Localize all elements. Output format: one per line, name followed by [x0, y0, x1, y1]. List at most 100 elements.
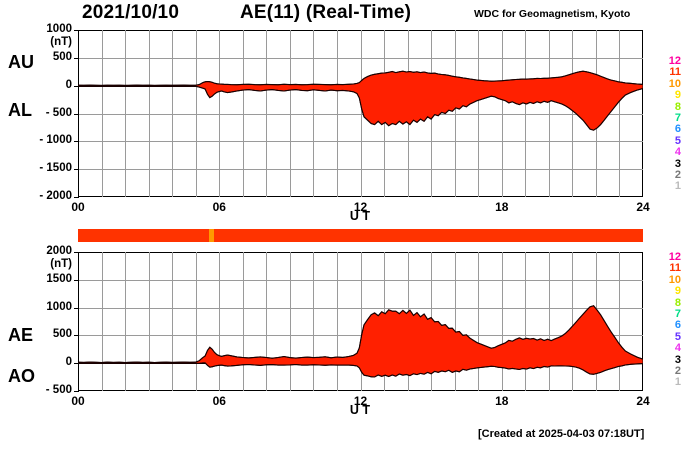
gridline-vertical [478, 30, 479, 197]
gridline-vertical [337, 30, 338, 197]
al-side-label: AL [8, 100, 32, 120]
x-tick-label: 00 [71, 200, 85, 214]
gridline-horizontal [78, 280, 643, 281]
availability-segment-10 [208, 229, 215, 242]
gridline-vertical [313, 30, 314, 197]
x-tick-label: 00 [71, 394, 85, 408]
legend-entry-6: 6 [674, 319, 681, 332]
gridline-vertical [172, 30, 173, 197]
gridline-horizontal [78, 335, 643, 336]
y-tick-label: 1000 [46, 300, 72, 313]
gridline-vertical [243, 252, 244, 391]
y-tick-mark [74, 85, 79, 87]
y-tick-mark [74, 57, 79, 59]
plot-date: 2021/10/10 [82, 2, 180, 23]
y-tick-mark [74, 363, 79, 365]
index-envelope-fill [78, 70, 643, 131]
y-tick-mark [74, 335, 79, 337]
legend-entry-4: 4 [674, 342, 681, 355]
legend-entry-12: 12 [668, 55, 681, 67]
gridline-vertical [219, 252, 220, 391]
gridline-vertical [502, 252, 503, 391]
legend-entry-10: 10 [668, 273, 681, 286]
ao-side-label: AO [8, 366, 35, 386]
legend-entry-4: 4 [674, 146, 681, 159]
gridline-vertical [361, 30, 362, 197]
data-source-credit: WDC for Geomagnetism, Kyoto [474, 8, 631, 20]
y-tick-label: - 1000 [39, 134, 72, 147]
y-tick-label: - 1500 [39, 162, 72, 175]
y-tick-mark [74, 197, 79, 198]
gridline-vertical [478, 252, 479, 391]
gridline-vertical [266, 30, 267, 197]
y-tick-label: 2000 [46, 245, 72, 257]
created-timestamp: [Created at 2025-04-03 07:18UT] [478, 428, 645, 440]
upper-trace [78, 305, 643, 364]
legend-entry-7: 7 [674, 111, 681, 124]
y-tick-label: - 500 [45, 384, 72, 396]
availability-segment-11 [78, 229, 209, 242]
legend-entry-5: 5 [674, 134, 681, 147]
gridline-vertical [149, 252, 150, 391]
lower-trace [78, 85, 643, 131]
ae-ao-panel-waveform [78, 305, 643, 378]
y-axis-unit: (nT) [50, 36, 72, 48]
y-tick-mark [74, 169, 79, 171]
legend-entry-2: 2 [674, 168, 681, 181]
gridline-vertical [619, 252, 620, 391]
gridline-vertical [125, 30, 126, 197]
legend-entry-8: 8 [674, 100, 681, 113]
x-tick-label: 06 [212, 394, 226, 408]
lower-trace [78, 362, 643, 378]
gridline-vertical [196, 30, 197, 197]
legend-entry-12: 12 [668, 251, 681, 263]
gridline-vertical [361, 252, 362, 391]
gridline-vertical [149, 30, 150, 197]
y-tick-label: 0 [65, 356, 72, 369]
y-tick-mark [74, 391, 79, 392]
x-tick-label: 18 [495, 394, 509, 408]
x-tick-label: 12 [353, 394, 368, 408]
gridline-vertical [243, 30, 244, 197]
legend-entry-10: 10 [668, 77, 681, 90]
legend-entry-11: 11 [669, 262, 681, 275]
gridline-vertical [290, 252, 291, 391]
legend-entry-1: 1 [674, 180, 681, 193]
y-tick-mark [74, 252, 79, 253]
legend-entry-6: 6 [674, 123, 681, 136]
legend-entry-8: 8 [674, 296, 681, 309]
gridline-vertical [525, 30, 526, 197]
gridline-vertical [290, 30, 291, 197]
y-tick-mark [74, 141, 79, 143]
y-tick-label: 1000 [46, 23, 72, 35]
legend-entry-9: 9 [674, 89, 681, 102]
y-tick-label: - 500 [45, 106, 72, 119]
gridline-horizontal [78, 308, 643, 309]
gridline-vertical [102, 252, 103, 391]
legend-entry-3: 3 [674, 157, 681, 170]
gridline-vertical [525, 252, 526, 391]
gridline-vertical [219, 30, 220, 197]
station-availability-bar [78, 229, 643, 242]
gridline-vertical [266, 252, 267, 391]
x-tick-label: 24 [636, 200, 650, 214]
ae-ao-chart-panel [78, 252, 643, 391]
y-tick-mark [74, 307, 79, 309]
gridline-vertical [455, 30, 456, 197]
x-tick-label: 18 [495, 200, 509, 214]
y-tick-mark [74, 279, 79, 281]
au-side-label: AU [8, 52, 34, 72]
gridline-vertical [125, 252, 126, 391]
gridline-vertical [619, 30, 620, 197]
y-axis-unit: (nT) [50, 258, 72, 270]
au-al-panel-waveform [78, 70, 643, 131]
ae-side-label: AE [8, 325, 34, 345]
x-tick-label: 06 [212, 200, 226, 214]
availability-segment-11 [214, 229, 643, 242]
gridline-vertical [572, 252, 573, 391]
upper-trace [78, 70, 643, 86]
ae-ao-station-legend: 12 11 10 9 8 7 6 5 4 3 2 1 [655, 251, 681, 389]
legend-entry-2: 2 [674, 364, 681, 377]
y-tick-mark [74, 30, 79, 31]
